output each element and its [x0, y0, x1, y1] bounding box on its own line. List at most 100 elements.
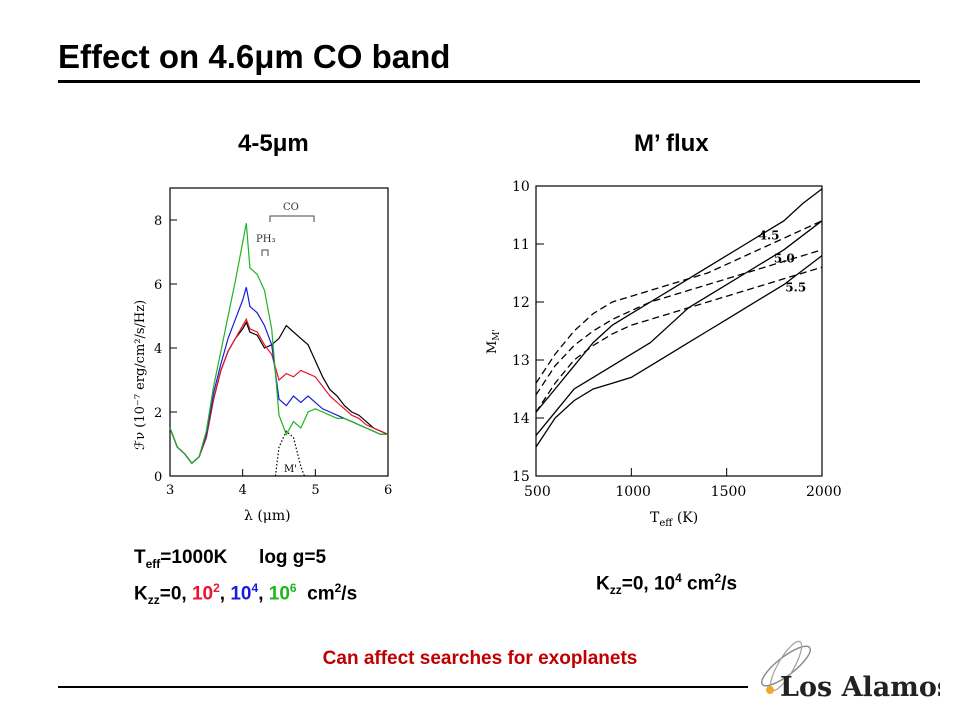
- mflux-ytick-label: 12: [512, 295, 530, 311]
- spectrum-xtick-label: 4: [239, 483, 247, 498]
- mflux-series-line-4: [535, 249, 823, 396]
- m-prime-label: M': [284, 464, 297, 475]
- caption-run: K: [596, 573, 610, 595]
- spectrum-series-line-2: [169, 287, 388, 465]
- co-bracket-line: [269, 215, 315, 222]
- caption-run: 10: [230, 583, 252, 605]
- mflux-xtick-label: 2000: [806, 484, 842, 500]
- left-chart-title-mu: μ: [272, 130, 288, 157]
- spectrum-ytick-label: 8: [154, 214, 162, 229]
- mflux-ytick-label: 10: [512, 179, 530, 195]
- mflux-annotation: 4.5: [759, 228, 780, 242]
- caption-run: /s: [721, 573, 738, 595]
- co-label: CO: [283, 202, 299, 213]
- caption-run: K: [134, 583, 148, 605]
- mflux-xlabel-base: T: [650, 510, 660, 526]
- spectrum-xtick-label: 5: [311, 483, 319, 498]
- ph3-label: PH₃: [256, 234, 275, 245]
- mflux-plot-frame: [535, 185, 823, 477]
- caption-run: =0,: [159, 583, 192, 605]
- left-chart-title-suffix: m: [287, 130, 309, 157]
- mflux-annotation: 5.0: [774, 252, 795, 266]
- exoplanet-note: Can affect searches for exoplanets: [322, 648, 638, 669]
- spectrum-plot-frame: [169, 187, 389, 477]
- spectrum-ytick-label: 4: [154, 342, 162, 357]
- mflux-series-line-5: [535, 266, 823, 413]
- mflux-series-line-3: [535, 220, 823, 384]
- mflux-ytick-label: 13: [512, 353, 530, 369]
- caption-run: 2: [334, 580, 342, 595]
- mflux-xlabel: Teff (K): [650, 510, 698, 529]
- caption-run: 2: [213, 580, 220, 595]
- slide-title-prefix: Effect on 4.6: [58, 38, 255, 75]
- mflux-ylabel-base: M: [485, 341, 500, 354]
- caption-run: eff: [145, 556, 161, 571]
- mflux-ylabel-sub: M': [492, 329, 502, 341]
- caption-run: /s: [341, 583, 358, 605]
- ph3-bracket-line: [261, 249, 269, 256]
- logo-wordmark: Los Alamos: [780, 672, 940, 703]
- caption-run: 6: [289, 580, 297, 595]
- caption-run: =0, 10: [621, 573, 676, 595]
- caption-run: 4: [675, 571, 682, 585]
- spectrum-xtick-label: 6: [384, 483, 392, 498]
- slide-title-mu: μ: [254, 38, 275, 75]
- spectrum-chart: 3 4 5 6 0 2 4 6 8 CO PH₃ M' λ (μm) ℱν (10⁻⁷ erg/…: [118, 180, 400, 530]
- logo-nucleus: [766, 686, 774, 694]
- right-caption: Kzz=0, 104 cm2/s: [596, 566, 737, 602]
- footer-rule: [58, 686, 748, 688]
- left-chart-title-prefix: 4-5: [238, 130, 273, 157]
- caption-run: 2: [714, 571, 722, 585]
- title-underline: [58, 80, 920, 83]
- mflux-chart: 500 1000 1500 2000 10 11 12 13 14 15 4.5 5.0 5.5 Te…: [478, 178, 848, 530]
- mflux-series-line-1: [535, 220, 823, 436]
- spectrum-series-line-4: [274, 430, 305, 477]
- spectrum-chart-svg: 3 4 5 6 0 2 4 6 8 CO PH₃ M' λ (μm) ℱν (10⁻⁷ erg/…: [133, 187, 392, 524]
- caption-run: 10: [191, 583, 214, 605]
- left-caption-line-1: Teff=1000K log g=5: [134, 546, 357, 576]
- left-caption-line-2: Kzz=0, 102, 104, 106 cm2/s: [134, 576, 357, 612]
- mflux-ylabel: MM': [485, 329, 502, 354]
- los-alamos-logo-svg: Los Alamos: [761, 640, 952, 703]
- spectrum-series-line-1: [169, 317, 389, 465]
- right-caption-line-1: Kzz=0, 104 cm2/s: [596, 566, 737, 602]
- spectrum-ylabel: ℱν (10⁻⁷ erg/cm²/s/Hz): [133, 300, 148, 450]
- caption-run: T: [134, 547, 146, 568]
- mflux-series: [535, 188, 823, 448]
- caption-run: zz: [147, 592, 160, 607]
- spectrum-series: [169, 223, 389, 477]
- mflux-xlabel-sub: eff: [659, 518, 673, 529]
- slide-title-suffix: m CO band: [274, 38, 451, 75]
- caption-run: 4: [251, 580, 259, 595]
- caption-run: ,: [219, 583, 231, 605]
- caption-run: 10: [268, 583, 290, 605]
- spectrum-xlabel: λ (μm): [244, 508, 291, 524]
- caption-run: cm: [681, 573, 715, 595]
- spectrum-ytick-label: 0: [154, 470, 162, 485]
- caption-run: zz: [609, 583, 622, 598]
- mflux-ytick-label: 14: [512, 411, 530, 427]
- mflux-series-line-2: [535, 255, 823, 448]
- left-chart-title: 4-5μm: [238, 130, 309, 158]
- mflux-annotations: 4.5 5.0 5.5: [759, 228, 807, 294]
- caption-run: =1000K log g=5: [160, 547, 327, 568]
- caption-run: ,: [258, 583, 269, 605]
- spectrum-ticks: 3 4 5 6 0 2 4 6 8: [154, 214, 392, 498]
- slide-title: Effect on 4.6μm CO band: [58, 38, 450, 76]
- mflux-chart-svg: 500 1000 1500 2000 10 11 12 13 14 15 4.5 5.0 5.5 Te…: [485, 179, 842, 529]
- spectrum-xtick-label: 3: [166, 483, 174, 498]
- mflux-ytick-label: 15: [512, 469, 530, 485]
- mflux-xtick-label: 1500: [711, 484, 747, 500]
- ph3-marker: PH₃: [256, 234, 275, 256]
- mflux-xtick-label: 1000: [615, 484, 651, 500]
- spectrum-ytick-label: 6: [154, 278, 162, 293]
- left-caption: Teff=1000K log g=5 Kzz=0, 102, 104, 106 …: [134, 546, 357, 612]
- spectrum-ytick-label: 2: [154, 406, 162, 421]
- mflux-annotation: 5.5: [785, 281, 806, 295]
- co-band-bracket: CO: [269, 202, 315, 222]
- mflux-xlabel-suffix: (K): [672, 510, 698, 526]
- mflux-xtick-label: 500: [524, 484, 551, 500]
- spectrum-series-line-3: [169, 223, 388, 465]
- mflux-ytick-label: 11: [512, 237, 530, 253]
- caption-run: cm: [296, 583, 335, 605]
